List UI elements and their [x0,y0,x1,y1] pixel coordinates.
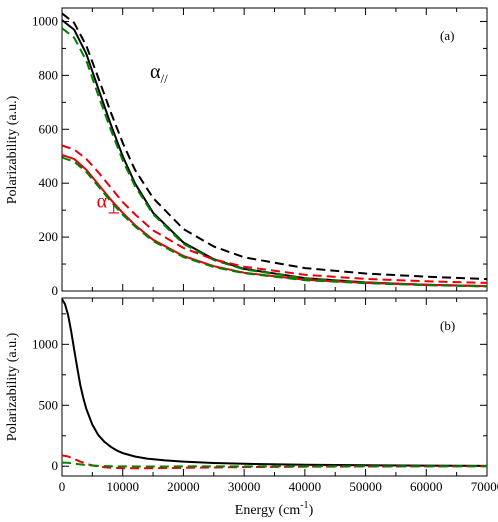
panel-a-ylabel: Polarizability (a.u.) [5,95,20,204]
x-tick-label: 50000 [349,479,382,494]
panel-b-frame [61,297,488,477]
x-axis-title-sup: -1 [300,500,308,511]
panel-a-y-tick-label: 1000 [32,13,58,28]
panel-b-label: (b) [440,318,455,333]
panel-a-y-tick-label: 0 [52,283,59,298]
panel-a-series-0 [61,19,488,288]
x-axis-title-suffix: ) [309,503,314,518]
panel-b-y-tick-label: 500 [39,397,59,412]
x-axis-title-main: Energy (cm [235,503,301,518]
x-tick-label: 30000 [228,479,261,494]
panel-a-y-tick-label: 200 [39,229,59,244]
panel-a-frame [61,7,488,292]
panel-a-series-2 [61,27,488,288]
annotation-alpha-perp-symbol: α [97,190,108,212]
panel-a-y-tick-label: 400 [39,175,59,190]
panel-a-series-3 [61,153,488,288]
x-tick-label: 0 [59,479,66,494]
panel-a-label: (a) [440,28,454,43]
panel-a-ticks: 0 200 400 600 800 1000 [32,8,488,298]
panel-a-y-tick-label: 800 [39,67,59,82]
x-tick-label: 10000 [106,479,139,494]
x-tick-label: 60000 [410,479,443,494]
annotation-alpha-parallel: α// [150,61,168,86]
panel-b-series-0 [61,298,488,467]
panel-a-series-1 [61,12,488,281]
panel-b-y-tick-label: 1000 [32,336,58,351]
annotation-alpha-parallel-subscript: // [161,71,169,86]
panel-a-series-4 [61,144,488,284]
x-tick-label: 40000 [289,479,322,494]
panel-b-ylabel: Polarizability (a.u.) [5,332,20,441]
x-tick-label: 20000 [167,479,200,494]
annotation-alpha-perp: α⊥ [97,190,121,217]
panel-b-y-tick-label: 0 [52,458,59,473]
panel-a-series-5 [61,156,488,288]
annotation-alpha-perp-subscript: ⊥ [107,202,120,217]
annotation-alpha-parallel-symbol: α [150,61,161,83]
x-axis-title: Energy (cm-1) [235,500,314,518]
panel-b-series [61,298,488,470]
panel-a: 0 200 400 600 800 1000 (a) Polarizability (a.… [5,7,488,298]
panel-b-series-2 [61,461,487,468]
panel-a-series [61,12,488,288]
panel-a-y-tick-label: 600 [39,121,59,136]
